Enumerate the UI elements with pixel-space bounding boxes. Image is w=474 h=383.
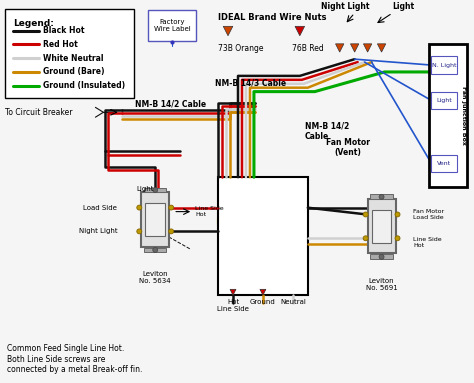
- Text: To Circuit Breaker: To Circuit Breaker: [5, 108, 72, 117]
- Polygon shape: [336, 44, 344, 52]
- Circle shape: [137, 229, 142, 234]
- Polygon shape: [295, 26, 305, 36]
- Text: Fan Junction Box: Fan Junction Box: [461, 86, 466, 145]
- Bar: [141, 192, 169, 247]
- Bar: [431, 92, 457, 109]
- Polygon shape: [230, 289, 236, 295]
- Circle shape: [153, 247, 158, 252]
- Text: NM-B 14/2
Cable: NM-B 14/2 Cable: [305, 121, 349, 141]
- Polygon shape: [260, 289, 266, 295]
- Text: Red Hot: Red Hot: [43, 40, 77, 49]
- Text: Light: Light: [437, 98, 452, 103]
- Text: Light: Light: [392, 2, 415, 11]
- Bar: [431, 155, 457, 172]
- Text: Ground (Insulated): Ground (Insulated): [43, 81, 125, 90]
- Text: Ground (Bare): Ground (Bare): [43, 67, 104, 77]
- Text: Ground: Ground: [250, 299, 276, 305]
- Polygon shape: [377, 44, 386, 52]
- Bar: [372, 210, 392, 242]
- Circle shape: [169, 229, 173, 234]
- Text: Light: Light: [137, 186, 154, 192]
- Text: Common Feed Single Line Hot.
Both Line Side screws are
connected by a metal Brea: Common Feed Single Line Hot. Both Line S…: [7, 344, 142, 374]
- Text: Night Light: Night Light: [321, 2, 370, 11]
- Polygon shape: [350, 44, 359, 52]
- Bar: [5, 9, 134, 98]
- Polygon shape: [223, 26, 233, 36]
- Text: Line Side
Hot: Line Side Hot: [413, 237, 442, 247]
- Text: Leviton
No. 5634: Leviton No. 5634: [139, 271, 171, 284]
- Text: Line Side
Hot: Line Side Hot: [195, 206, 224, 217]
- Bar: [218, 177, 308, 295]
- Circle shape: [137, 205, 142, 210]
- Bar: [146, 203, 165, 236]
- Bar: [144, 188, 166, 192]
- Bar: [368, 199, 395, 254]
- Text: Leviton
No. 5691: Leviton No. 5691: [366, 278, 398, 291]
- Circle shape: [395, 212, 400, 217]
- Text: Factory
Wire Label: Factory Wire Label: [154, 19, 191, 32]
- Bar: [429, 44, 467, 187]
- Text: Night Light: Night Light: [79, 228, 118, 234]
- Text: NM-B 14/3 Cable: NM-B 14/3 Cable: [215, 79, 286, 88]
- Text: Black Hot: Black Hot: [43, 26, 84, 35]
- Text: IDEAL Brand Wire Nuts: IDEAL Brand Wire Nuts: [218, 13, 327, 22]
- Text: White Neutral: White Neutral: [43, 54, 103, 63]
- Text: N. Light: N. Light: [432, 62, 456, 67]
- Text: 76B Red: 76B Red: [292, 44, 324, 53]
- Text: Load Side: Load Side: [83, 205, 118, 211]
- Text: Fan Motor
(Vent): Fan Motor (Vent): [326, 138, 370, 157]
- Bar: [148, 10, 196, 41]
- Circle shape: [363, 212, 368, 217]
- Circle shape: [379, 254, 384, 259]
- Text: NM-B 14/2 Cable: NM-B 14/2 Cable: [135, 100, 206, 108]
- Circle shape: [153, 188, 158, 192]
- Bar: [370, 254, 393, 259]
- Bar: [144, 247, 166, 252]
- Circle shape: [395, 236, 400, 241]
- Text: Hot
Line Side: Hot Line Side: [217, 299, 249, 312]
- Text: Neutral: Neutral: [280, 299, 306, 305]
- Text: com: com: [215, 207, 285, 236]
- Polygon shape: [364, 44, 372, 52]
- Circle shape: [363, 236, 368, 241]
- Text: 73B Orange: 73B Orange: [218, 44, 264, 53]
- Text: Legend:: Legend:: [13, 19, 54, 28]
- Circle shape: [169, 205, 173, 210]
- Bar: [370, 195, 393, 199]
- Bar: [431, 56, 457, 74]
- Text: Fan Motor
Load Side: Fan Motor Load Side: [413, 209, 445, 220]
- Text: Vent: Vent: [438, 161, 451, 166]
- Circle shape: [379, 195, 384, 199]
